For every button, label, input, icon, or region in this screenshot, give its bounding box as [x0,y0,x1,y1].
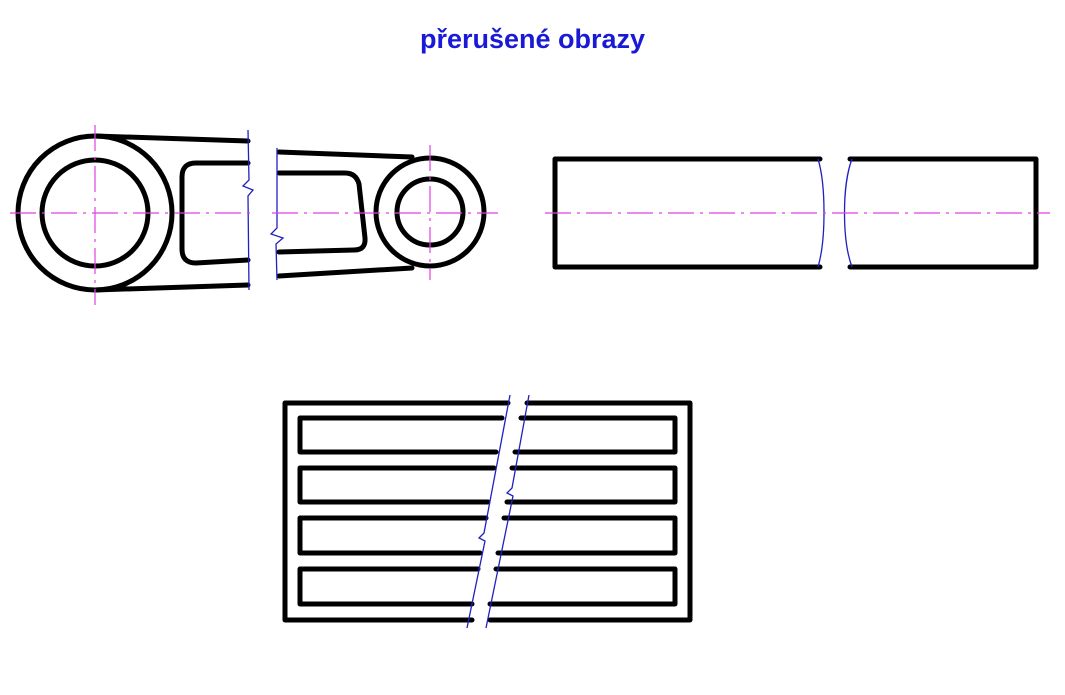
oblique-break-left [466,394,511,629]
figure-lever-arm [10,125,498,305]
left-arm-bottom-edge [92,282,251,293]
right-arm-top-edge [276,149,415,160]
oblique-break-right [485,394,530,629]
right-slot [276,170,368,255]
figure-cylinder [545,156,1050,270]
left-arm-top-edge [92,133,251,144]
right-arm-bottom-edge [276,265,415,279]
rib-2-left [297,465,497,505]
rib-3-left [297,515,489,556]
rib-2-right [504,465,678,505]
break-line-right [269,148,285,281]
rib-4-left [297,566,481,607]
break-line-left [241,129,255,291]
plate-left-outline [282,400,511,623]
rib-4-right [487,566,678,607]
rib-1-left [297,415,505,455]
rib-1-right [512,415,678,455]
page-title: přerušené obrazy [419,24,646,54]
plate-right-outline [487,400,693,623]
rib-3-right [495,515,678,556]
cylinder-right-part [847,156,1039,270]
figure-ribbed-plate [282,394,693,629]
